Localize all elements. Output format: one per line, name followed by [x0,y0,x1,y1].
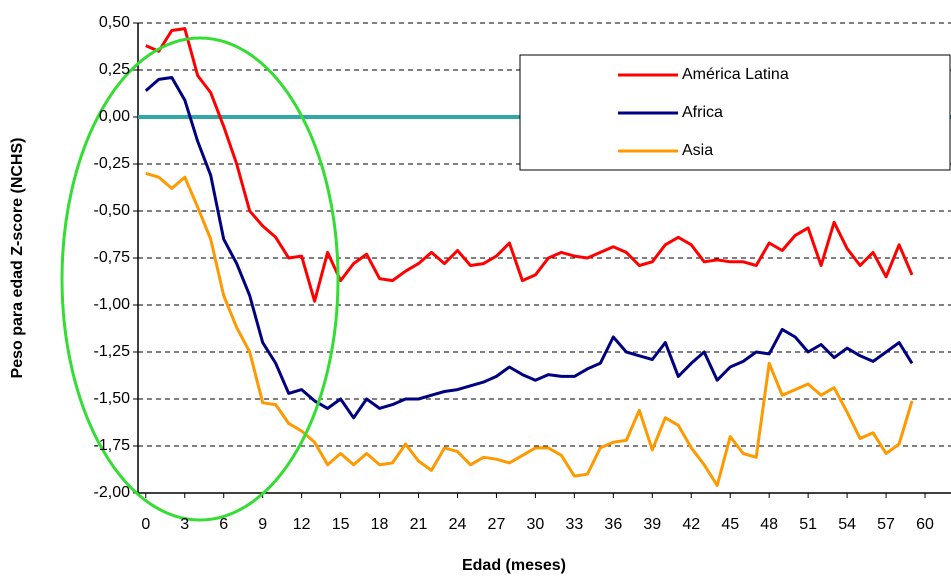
x-tick-label: 18 [371,516,389,533]
x-tick-label: 45 [721,516,739,533]
legend-label: Africa [682,104,723,121]
x-tick-label: 39 [643,516,661,533]
y-tick-label: 0,25 [99,61,130,78]
x-tick-label: 36 [604,516,622,533]
x-tick-label: 21 [410,516,428,533]
legend-label: Asia [682,142,713,159]
legend-label: América Latina [682,66,789,83]
series-line [145,27,914,303]
y-tick-label: -1,75 [94,437,131,454]
x-tick-label: 9 [258,516,267,533]
series-line [145,171,914,487]
x-tick-label: 24 [449,516,467,533]
x-tick-label: 42 [682,516,700,533]
plot: América Latina Africa Asia [144,27,951,487]
x-tick-label: 30 [527,516,545,533]
x-tick-label: 54 [838,516,856,533]
x-tick-label: 48 [760,516,778,533]
x-tick-label: 51 [799,516,817,533]
y-tick-label: -0,25 [94,155,131,172]
x-tick-label: 3 [180,516,189,533]
y-tick-label: -0,50 [94,202,131,219]
y-tick-label: -0,75 [94,249,131,266]
x-tick-label: 27 [488,516,506,533]
y-tick-label: -1,25 [94,343,131,360]
y-tick-label: -1,50 [94,390,131,407]
x-tick-label: 0 [141,516,150,533]
y-tick-label: 0,50 [99,14,130,31]
legend-box [519,54,951,171]
x-tick-label: 33 [565,516,583,533]
x-tick-label: 12 [293,516,311,533]
y-tick-label: 0,00 [99,108,130,125]
x-tick-label: 6 [219,516,228,533]
x-tick-label: 15 [332,516,350,533]
x-tick-label: 60 [916,516,934,533]
y-tick-label: -1,00 [94,296,131,313]
x-axis-title: Edad (meses) [462,557,566,574]
series-line [144,76,914,420]
y-axis-title: Peso para edad Z-score (NCHS) [9,138,26,379]
x-tick-label: 57 [877,516,895,533]
y-tick-label: -2,00 [94,484,131,501]
highlight-ellipse [60,36,340,522]
